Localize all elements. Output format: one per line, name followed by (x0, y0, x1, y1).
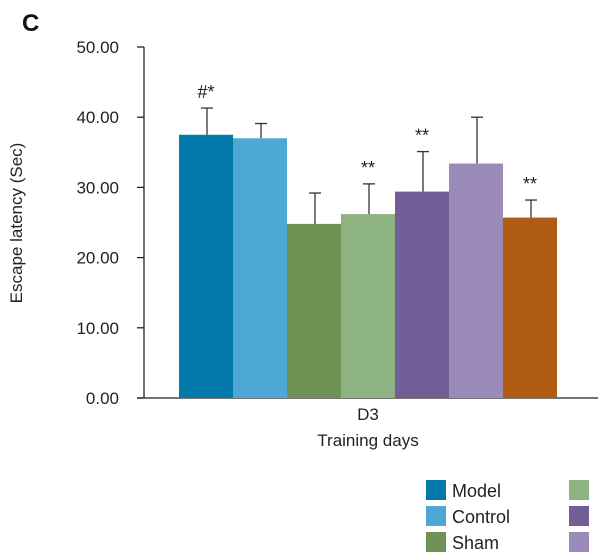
legend-label: Control (452, 507, 510, 527)
significance-label: ** (415, 126, 429, 146)
legend-swatch (569, 506, 589, 526)
bar (503, 217, 557, 398)
y-axis-title: Escape latency (Sec) (7, 143, 26, 304)
bar (287, 223, 341, 398)
y-tick-label: 50.00 (76, 38, 119, 57)
significance-label: ** (523, 174, 537, 194)
x-axis-title: Training days (317, 431, 418, 450)
y-tick-label: 10.00 (76, 319, 119, 338)
panel-label: C (22, 10, 39, 37)
legend-swatch (426, 506, 446, 526)
bar (341, 214, 395, 398)
legend-swatch (569, 480, 589, 500)
bar (179, 134, 233, 398)
y-tick-label: 20.00 (76, 249, 119, 268)
legend: Model Control Sham (426, 480, 589, 553)
legend-swatch (426, 532, 446, 552)
y-axis: 0.00 10.00 20.00 30.00 40.00 50.00 (76, 38, 145, 408)
bar (395, 191, 449, 398)
significance-label: ** (361, 158, 375, 178)
bar (449, 163, 503, 398)
significance-label: #* (197, 82, 214, 102)
x-category-label: D3 (357, 405, 379, 424)
legend-label: Sham (452, 533, 499, 553)
y-tick-label: 30.00 (76, 178, 119, 197)
legend-swatch (426, 480, 446, 500)
bars: #* ** ** ** (179, 82, 557, 398)
bar (233, 138, 287, 398)
legend-label: Model (452, 481, 501, 501)
legend-swatch (569, 532, 589, 552)
y-tick-label: 0.00 (86, 389, 119, 408)
y-tick-label: 40.00 (76, 108, 119, 127)
